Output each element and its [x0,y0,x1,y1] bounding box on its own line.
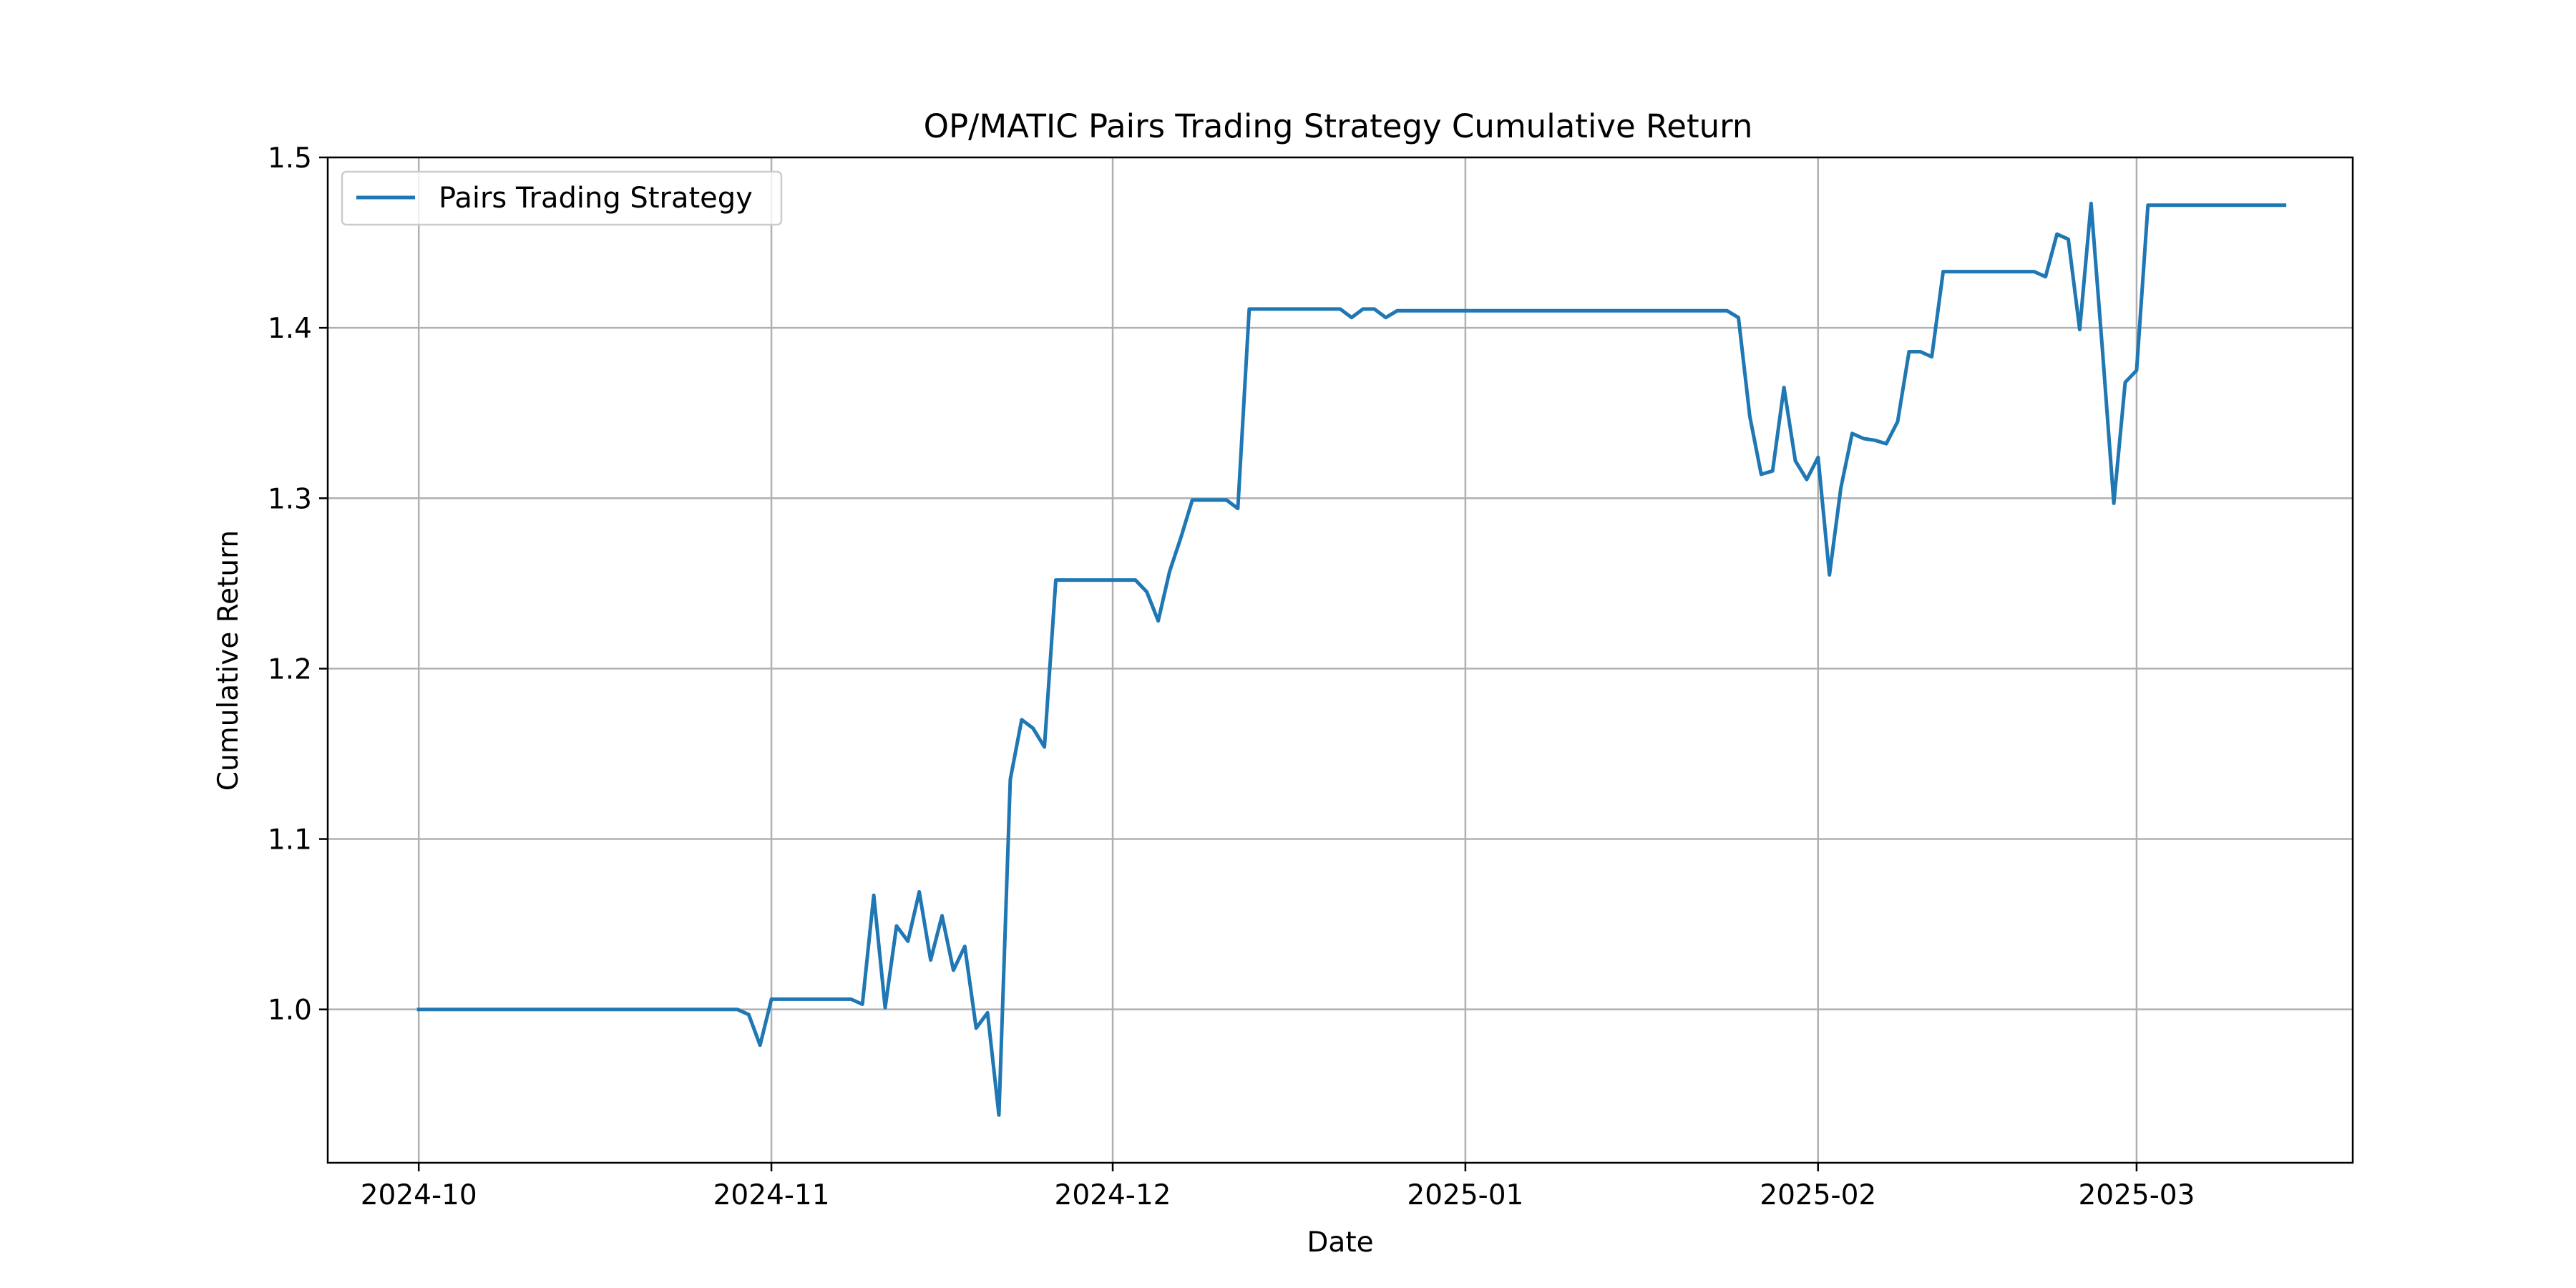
y-tick-label: 1.0 [268,995,312,1027]
y-tick-label: 1.5 [268,142,312,175]
y-tick-label: 1.4 [268,313,312,345]
grid-lines [328,156,2353,1163]
x-axis-ticks: 2024-10 2024-11 2024-12 2025-01 2025-02 2025-… [361,1163,2195,1211]
plot-area-frame [326,156,2354,1164]
y-tick-label: 1.3 [268,483,312,515]
x-tick-label: 2025-03 [2078,1179,2195,1211]
x-tick-label: 2025-01 [1407,1179,1523,1211]
y-tick-label: 1.1 [268,824,312,857]
y-tick-label: 1.2 [268,653,312,686]
y-axis-label: Cumulative Return [213,530,245,791]
legend-box [341,170,783,226]
legend: Pairs Trading Strategy [341,170,783,226]
legend-entry-pairs-trading-strategy: Pairs Trading Strategy [439,182,753,215]
series-line-pairs-trading-strategy [416,201,2287,1117]
x-tick-label: 2024-10 [361,1179,477,1211]
x-tick-label: 2025-02 [1760,1179,1876,1211]
x-axis-label: Date [1307,1226,1373,1259]
y-axis-ticks: 1.0 1.1 1.2 1.3 1.4 1.5 [268,142,328,1027]
x-tick-label: 2024-12 [1055,1179,1171,1211]
chart-title: OP/MATIC Pairs Trading Strategy Cumulati… [924,107,1753,145]
series-layer [416,201,2287,1117]
x-tick-label: 2024-11 [713,1179,830,1211]
